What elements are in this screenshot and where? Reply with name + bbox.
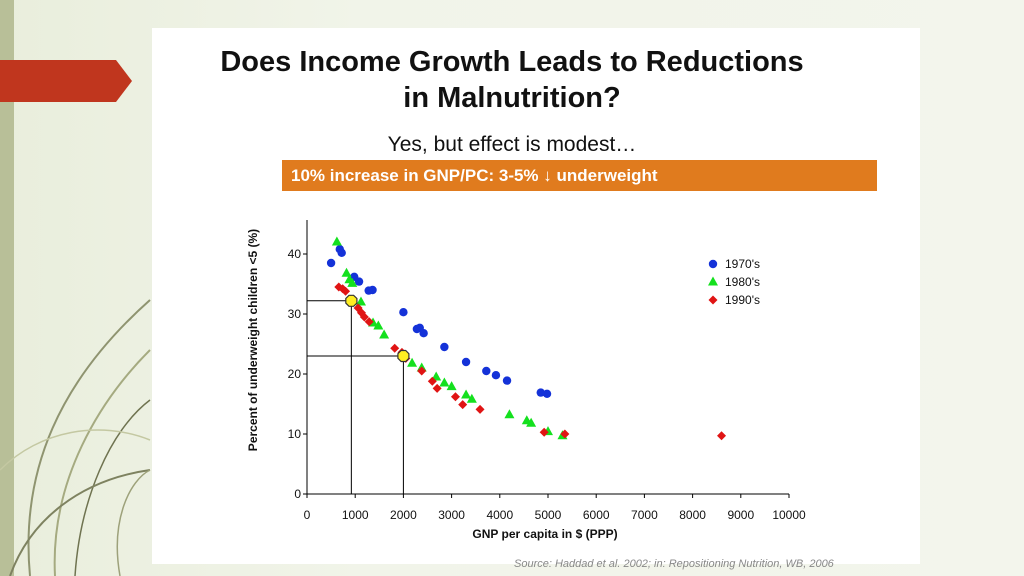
guide-line <box>307 300 352 494</box>
x-tick-label: 5000 <box>535 508 562 522</box>
legend-label: 1990's <box>725 293 760 307</box>
chart-legend: 1970's 1980's 1990's <box>708 257 760 307</box>
accent-arrow-shape <box>0 60 132 102</box>
x-tick-label: 1000 <box>342 508 369 522</box>
point-1970s <box>491 371 501 380</box>
point-1980s <box>341 267 352 277</box>
point-1990s <box>432 383 442 393</box>
point-1970s <box>461 357 471 367</box>
y-tick-label: 10 <box>288 427 302 441</box>
guide-lines <box>307 300 404 494</box>
point-1980s <box>446 381 457 391</box>
point-1970s <box>326 258 336 268</box>
point-1980s <box>439 377 450 387</box>
x-tick-label: 6000 <box>583 508 610 522</box>
x-tick-label: 8000 <box>679 508 706 522</box>
highlight-point <box>345 294 358 307</box>
source-citation: Source: Haddad et al. 2002; in: Repositi… <box>514 558 834 570</box>
highlight-point <box>397 349 410 363</box>
point-1990s <box>717 431 727 441</box>
point-1970s <box>482 366 491 376</box>
point-1990s <box>359 312 369 322</box>
point-1990s <box>458 400 468 410</box>
point-1970s <box>536 388 545 397</box>
point-1970s <box>542 389 552 398</box>
legend-label: 1970's <box>725 257 760 271</box>
guide-line <box>307 355 404 494</box>
title-line-2: in Malnutrition? <box>403 82 621 114</box>
point-1990s <box>560 429 570 439</box>
point-1980s <box>466 393 477 403</box>
point-1980s <box>461 389 472 399</box>
legend-marker-1970s <box>708 259 718 269</box>
x-tick-label: 4000 <box>486 508 513 522</box>
point-1990s <box>427 376 437 386</box>
slide-panel <box>152 28 920 564</box>
y-tick-label: 20 <box>288 367 302 381</box>
title-line-1: Does Income Growth Leads to Reductions <box>220 46 804 78</box>
legend-label: 1980's <box>725 275 760 289</box>
y-axis-label: Percent of underweight children <5 (%) <box>246 229 260 451</box>
x-tick-label: 10000 <box>772 508 806 522</box>
x-tick-label: 0 <box>304 508 311 522</box>
chart-axes: 0 10 20 30 40 0 1000 2000 3000 4000 5000 6000 7000 80… <box>288 220 806 522</box>
x-tick-label: 3000 <box>438 508 465 522</box>
x-tick-label: 2000 <box>390 508 417 522</box>
point-1990s <box>475 404 485 414</box>
point-1970s <box>440 342 449 352</box>
point-1970s <box>419 329 428 338</box>
legend-marker-1990s <box>708 295 718 305</box>
point-1970s <box>337 248 346 257</box>
point-1990s <box>539 427 549 437</box>
point-1990s <box>450 392 460 402</box>
y-tick-label: 40 <box>288 247 302 261</box>
point-1980s <box>373 320 384 330</box>
point-1990s <box>417 366 427 376</box>
x-tick-label: 9000 <box>727 508 754 522</box>
point-1970s <box>368 285 377 295</box>
x-tick-label: 7000 <box>631 508 658 522</box>
page-title: Does Income Growth Leads to Reductions i… <box>0 44 1024 116</box>
point-1970s <box>399 308 408 317</box>
legend-marker-1980s <box>708 276 718 286</box>
point-1980s <box>331 236 342 246</box>
x-axis-label: GNP per capita in $ (PPP) <box>472 527 617 541</box>
point-1970s <box>502 376 512 385</box>
point-1980s <box>407 357 418 367</box>
y-tick-label: 30 <box>288 307 302 321</box>
point-1990s <box>364 317 374 327</box>
point-1980s <box>355 296 366 306</box>
data-points <box>326 236 727 441</box>
y-tick-label: 0 <box>294 487 301 501</box>
point-1970s <box>354 277 364 286</box>
subtitle: Yes, but effect is modest… <box>387 133 637 156</box>
point-1980s <box>504 409 515 419</box>
point-1990s <box>390 343 400 353</box>
highlight-banner: 10% increase in GNP/PC: 3-5% ↓ underweig… <box>282 160 877 191</box>
point-1980s <box>347 277 358 287</box>
point-1990s <box>341 286 351 296</box>
point-1980s <box>379 329 390 339</box>
point-1980s <box>526 417 537 427</box>
